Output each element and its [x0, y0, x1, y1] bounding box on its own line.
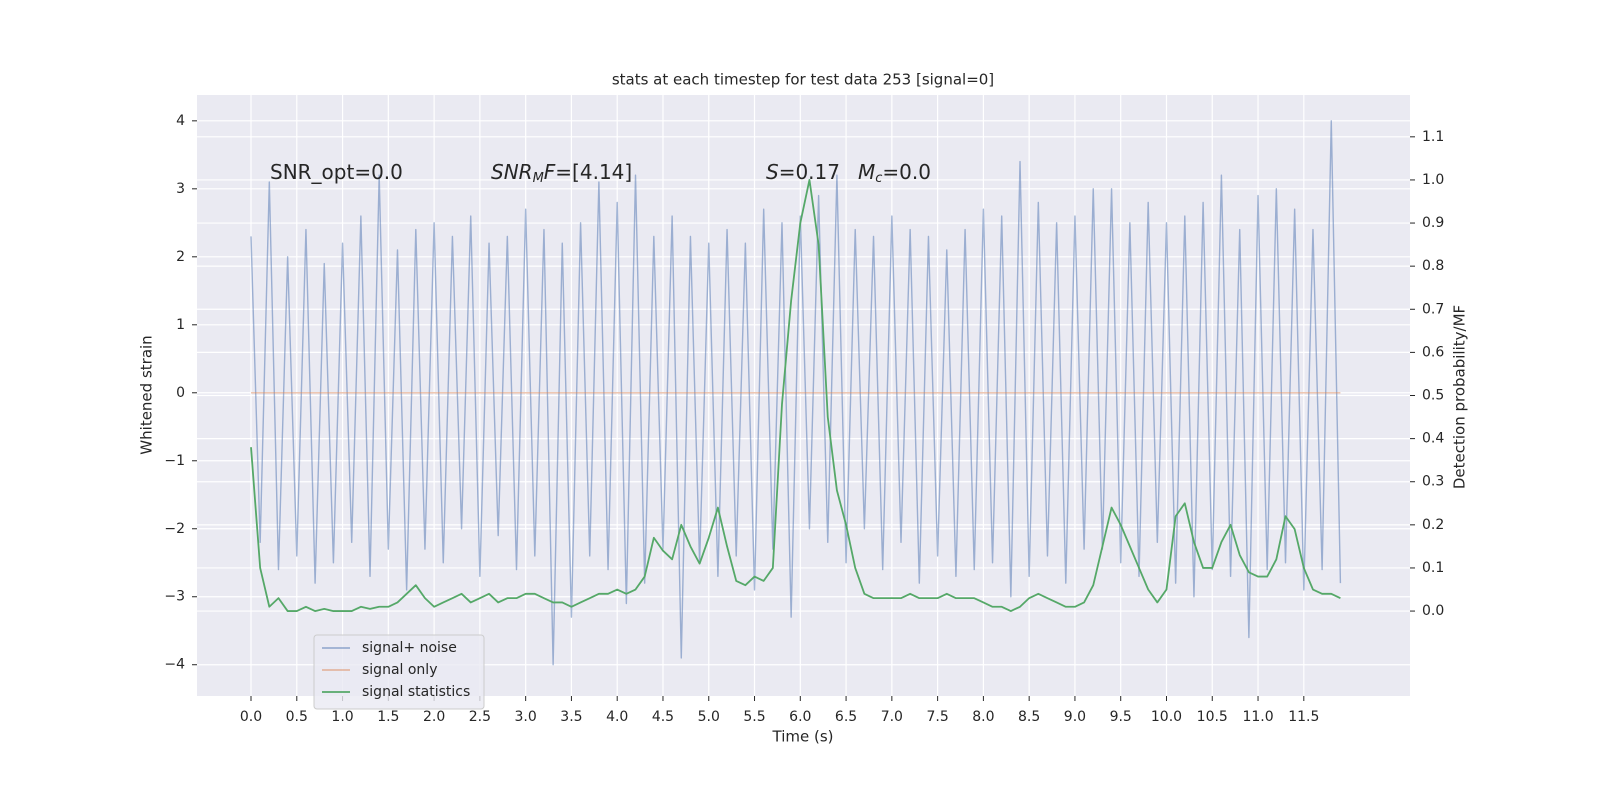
- annotation-text: SNR: [491, 160, 533, 184]
- annotation-text: =0.17: [779, 160, 840, 184]
- x-tick-label: 1.5: [377, 709, 399, 725]
- y2-tick-label: 0.5: [1422, 388, 1444, 404]
- x-tick-label: 11.5: [1288, 709, 1319, 725]
- x-axis-label: Time (s): [772, 728, 834, 746]
- x-tick-label: 8.5: [1018, 709, 1040, 725]
- x-tick-label: 2.5: [469, 709, 491, 725]
- annotation-text: M: [858, 160, 875, 184]
- x-tick-label: 1.0: [331, 709, 353, 725]
- annotation: SNRMF=[4.14]: [491, 160, 632, 186]
- annotation-text: =0.0: [882, 160, 931, 184]
- annotation-subscript: M: [533, 171, 544, 186]
- x-tick-label: 0.5: [286, 709, 308, 725]
- annotation-text: =[4.14]: [555, 160, 632, 184]
- y2-tick-label: 0.4: [1422, 431, 1444, 447]
- legend-label: signal+ noise: [362, 640, 457, 656]
- y2-axis-label: Detection probability/MF: [1451, 305, 1469, 489]
- chart-title: stats at each timestep for test data 253…: [612, 71, 994, 89]
- annotation-text: S: [766, 160, 779, 184]
- x-tick-label: 10.0: [1151, 709, 1182, 725]
- y2-tick-label: 1.1: [1422, 129, 1444, 145]
- x-tick-label: 8.0: [972, 709, 994, 725]
- series-line: [250, 179, 1341, 612]
- y2-tick-label: 0.2: [1422, 517, 1444, 533]
- y2-tick-label: 0.9: [1422, 215, 1444, 231]
- y2-tick-label: 0.3: [1422, 474, 1444, 490]
- legend-label: signal only: [362, 662, 437, 678]
- y2-tick-label: 0.6: [1422, 344, 1444, 360]
- x-tick-label: 7.0: [881, 709, 903, 725]
- y-tick-label: −4: [164, 657, 185, 673]
- y2-tick-label: 0.1: [1422, 560, 1444, 576]
- y-axis-label: Whitened strain: [138, 335, 156, 454]
- x-tick-label: 10.5: [1197, 709, 1228, 725]
- x-tick-label: 2.0: [423, 709, 445, 725]
- annotation: SNR_opt=0.0: [270, 160, 403, 184]
- x-tick-label: 9.0: [1064, 709, 1086, 725]
- legend: signal+ noise signal only signal statistic…: [313, 634, 485, 710]
- legend-label: signal statistics: [362, 684, 470, 700]
- y-tick-label: 3: [176, 181, 185, 197]
- y-tick-label: 0: [176, 385, 185, 401]
- annotation-text: SNR_opt=0.0: [270, 160, 403, 184]
- x-tick-label: 3.5: [560, 709, 582, 725]
- y2-tick-label: 1.0: [1422, 172, 1444, 188]
- series-line: [250, 120, 1342, 666]
- x-tick-label: 5.0: [698, 709, 720, 725]
- legend-box: [313, 634, 485, 710]
- x-tick-label: 11.0: [1242, 709, 1273, 725]
- x-tick-label: 4.5: [652, 709, 674, 725]
- x-tick-label: 4.0: [606, 709, 628, 725]
- annotation-subscript: c: [875, 171, 882, 186]
- y-tick-label: 1: [176, 317, 185, 333]
- x-tick-label: 6.0: [789, 709, 811, 725]
- x-tick-label: 5.5: [743, 709, 765, 725]
- x-tick-label: 3.0: [515, 709, 537, 725]
- x-tick-label: 7.5: [926, 709, 948, 725]
- y-tick-label: −3: [164, 589, 185, 605]
- annotation: S=0.17: [766, 160, 840, 184]
- y2-tick-label: 0.0: [1422, 603, 1444, 619]
- y2-tick-label: 0.7: [1422, 301, 1444, 317]
- plot-area: [250, 120, 1342, 666]
- x-tick-label: 0.0: [240, 709, 262, 725]
- x-tick-label: 9.5: [1110, 709, 1132, 725]
- axes: 0.0 0.5 1.0 1.5 2.0 2.5 3.0 3.5 4.0 4.5 5.0 5.5 6.0 6…: [164, 113, 1444, 725]
- y2-tick-label: 0.8: [1422, 258, 1444, 274]
- y-tick-label: −1: [164, 453, 185, 469]
- annotation-text: F: [544, 160, 556, 184]
- y-tick-label: 4: [176, 113, 185, 129]
- annotation: Mc=0.0: [858, 160, 931, 186]
- y-tick-label: −2: [164, 521, 185, 537]
- y-tick-label: 2: [176, 249, 185, 265]
- x-tick-label: 6.5: [835, 709, 857, 725]
